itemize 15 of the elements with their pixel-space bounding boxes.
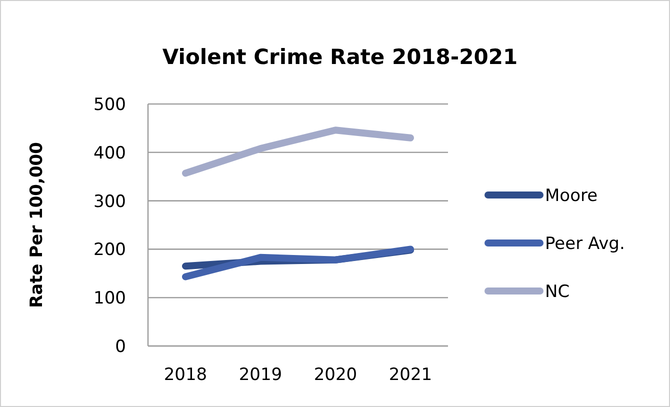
y-tick-label: 100	[94, 288, 126, 309]
legend-label: NC	[545, 282, 570, 302]
x-tick-label: 2018	[164, 365, 208, 385]
legend-label: Moore	[545, 186, 598, 206]
y-axis-title: Rate Per 100,000	[27, 142, 47, 308]
x-tick-label: 2020	[314, 365, 358, 385]
y-tick-label: 300	[94, 192, 126, 212]
x-tick-label: 2021	[388, 365, 432, 385]
y-tick-label: 0	[115, 336, 126, 357]
y-tick-label: 200	[94, 240, 126, 260]
y-tick-label: 500	[94, 94, 126, 115]
legend-label: Peer Avg.	[545, 234, 625, 254]
chart-title: Violent Crime Rate 2018-2021	[162, 45, 518, 69]
x-tick-label: 2019	[238, 365, 282, 385]
y-tick-label: 400	[94, 143, 126, 164]
